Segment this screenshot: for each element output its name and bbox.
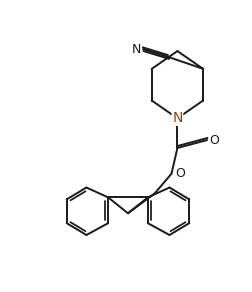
- Text: N: N: [132, 43, 142, 55]
- Text: N: N: [172, 111, 183, 125]
- Text: O: O: [209, 133, 219, 147]
- Text: O: O: [175, 167, 185, 180]
